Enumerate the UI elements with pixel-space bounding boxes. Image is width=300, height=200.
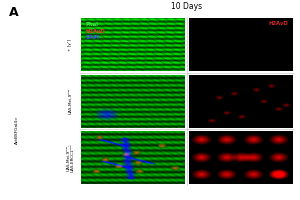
Text: A: A: [9, 6, 19, 19]
Text: UAS-Mei-9ᴺᴵᵃᴵ: UAS-Mei-9ᴺᴵᵃᴵ: [68, 88, 73, 114]
Text: DAPI: DAPI: [85, 35, 100, 40]
Text: 10 Days: 10 Days: [171, 2, 202, 11]
Text: H2AvD: H2AvD: [268, 21, 288, 26]
Text: + [y¹]: + [y¹]: [68, 38, 73, 51]
Text: UAS-Mei-9ᴺᴵᵃᴵ,
UAS-ERCC1ᴺᴵᵃᴵ: UAS-Mei-9ᴺᴵᵃᴵ, UAS-ERCC1ᴺᴵᵃᴵ: [66, 143, 75, 172]
Text: H2AvD: H2AvD: [85, 29, 105, 34]
Text: Phal: Phal: [85, 22, 98, 27]
Text: ActBSFGal4>: ActBSFGal4>: [14, 115, 19, 144]
